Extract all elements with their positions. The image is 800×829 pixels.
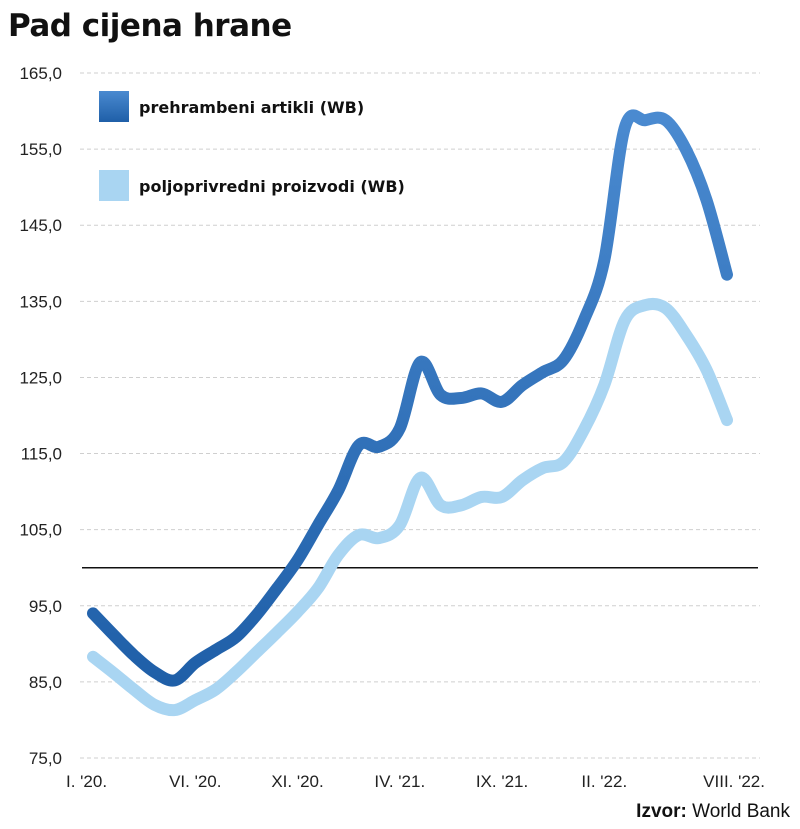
y-tick-label: 155,0 bbox=[19, 140, 62, 159]
x-tick-label: IX. '21. bbox=[476, 772, 528, 791]
y-tick-label: 75,0 bbox=[29, 749, 62, 768]
source-label: Izvor: bbox=[636, 801, 687, 822]
x-tick-label: XI. '20. bbox=[271, 772, 323, 791]
x-tick-label: II. '22. bbox=[581, 772, 627, 791]
y-tick-label: 125,0 bbox=[19, 368, 62, 387]
y-tick-label: 165,0 bbox=[19, 64, 62, 83]
x-tick-label: VI. '20. bbox=[169, 772, 221, 791]
y-tick-label: 85,0 bbox=[29, 673, 62, 692]
y-tick-label: 105,0 bbox=[19, 521, 62, 540]
y-tick-label: 95,0 bbox=[29, 597, 62, 616]
x-tick-label: VIII. '22. bbox=[703, 772, 765, 791]
y-tick-label: 135,0 bbox=[19, 292, 62, 311]
series-line-prehrambeni-artikli bbox=[87, 109, 733, 687]
series-line-poljoprivredni-proizvodi bbox=[87, 297, 733, 717]
y-tick-label: 115,0 bbox=[21, 445, 62, 464]
y-tick-label: 145,0 bbox=[19, 216, 62, 235]
x-tick-label: IV. '21. bbox=[374, 772, 425, 791]
legend-label: poljoprivredni proizvodi (WB) bbox=[139, 177, 405, 196]
source-note: Izvor: World Bank bbox=[636, 801, 790, 823]
legend-swatch bbox=[99, 170, 129, 201]
legend-label: prehrambeni artikli (WB) bbox=[139, 98, 364, 117]
chart-title: Pad cijena hrane bbox=[8, 8, 292, 44]
x-tick-label: I. '20. bbox=[66, 772, 107, 791]
legend-swatch bbox=[99, 91, 129, 122]
source-value: World Bank bbox=[692, 801, 790, 822]
